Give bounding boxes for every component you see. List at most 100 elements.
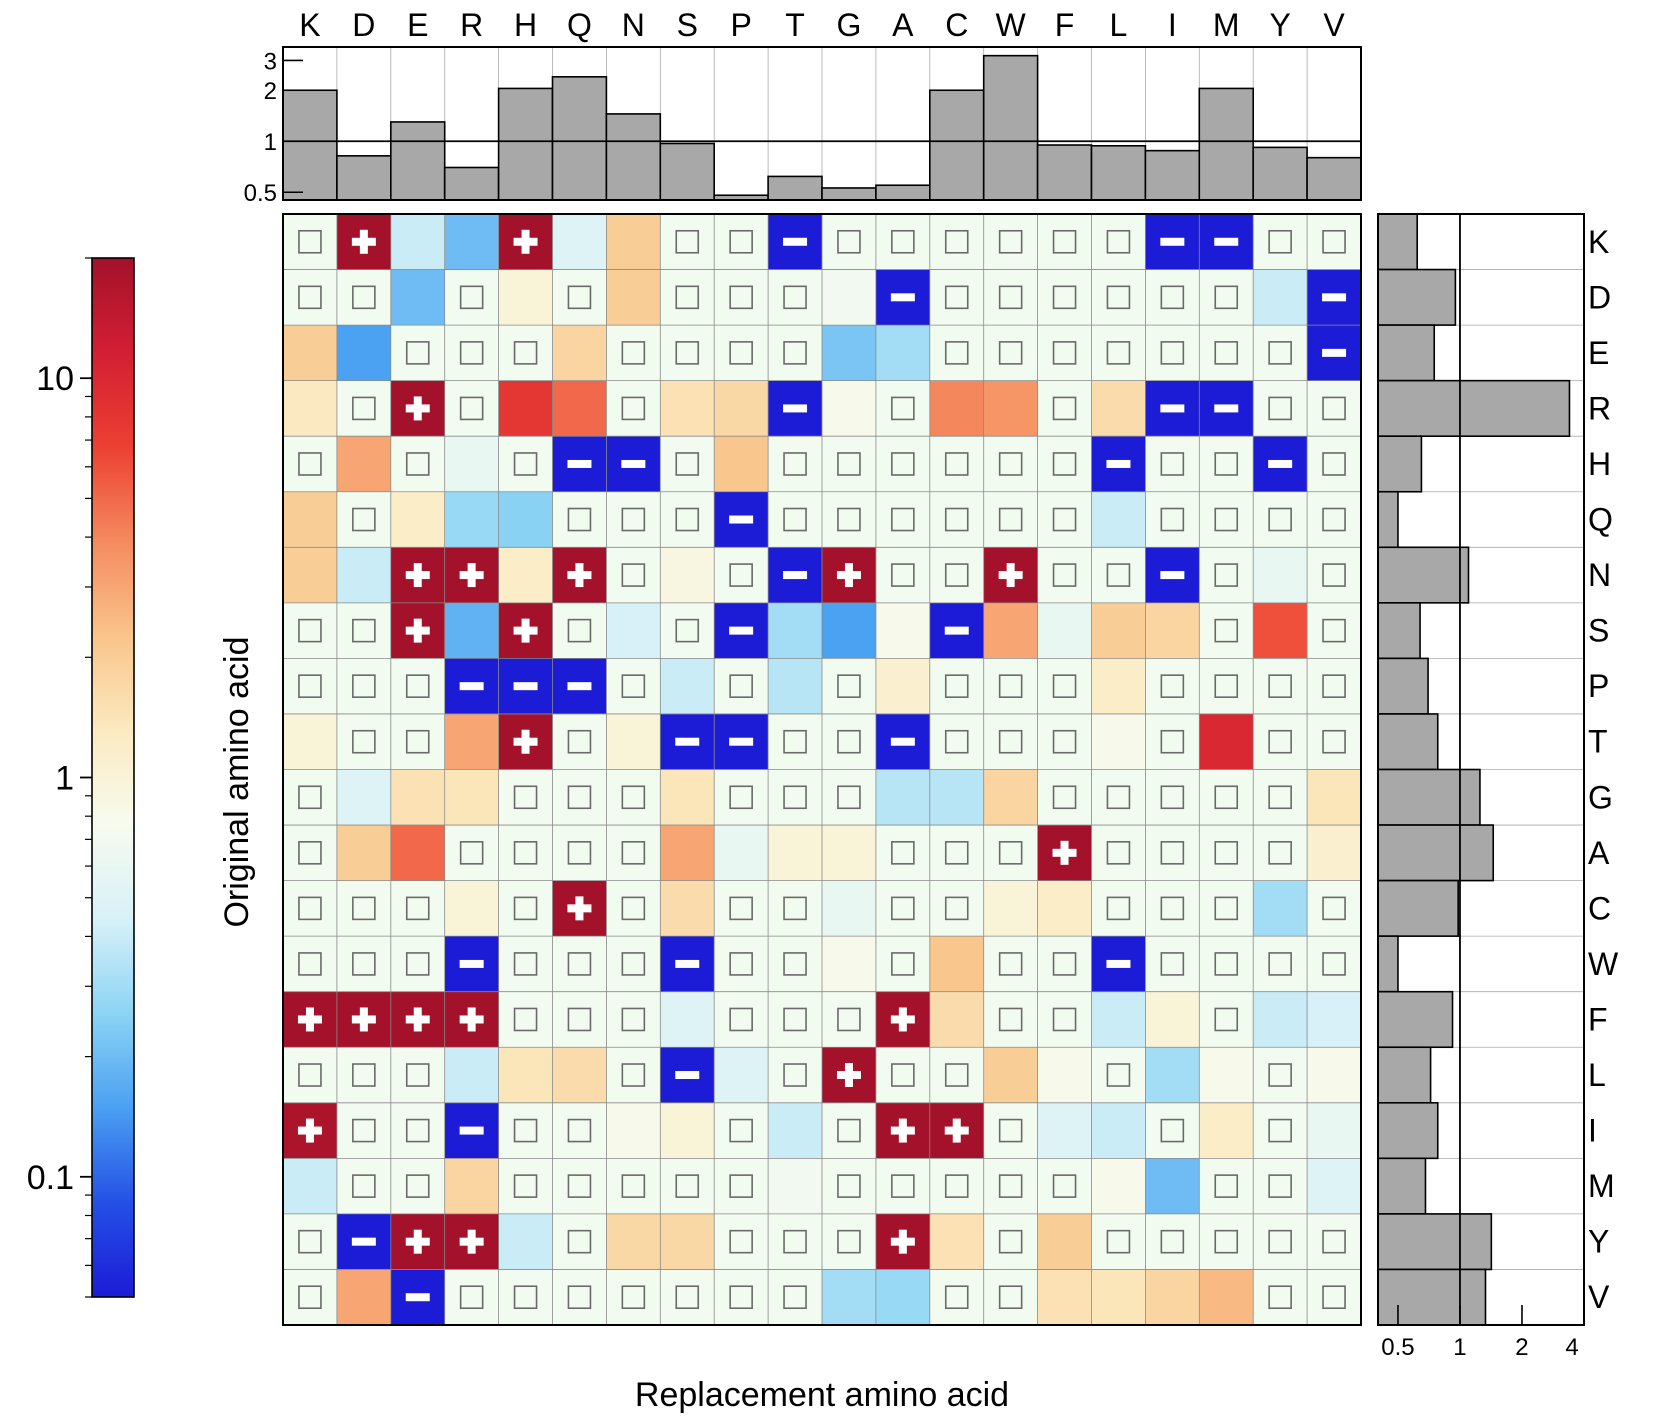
cell-N-M-empty-marker <box>1214 563 1239 587</box>
row-bar-Q <box>1377 490 1399 549</box>
cell-P-V <box>1307 658 1361 714</box>
row-label-Q: Q <box>1588 502 1613 538</box>
cell-V-R-empty-marker <box>459 1285 484 1310</box>
cell-W-R-minus-marker <box>459 959 484 968</box>
column-bar-S <box>659 142 715 201</box>
cell-E-F-empty-marker <box>1052 341 1077 365</box>
colorbar-gradient <box>91 257 135 1298</box>
cell-Q-I <box>1145 491 1200 548</box>
cell-T-R <box>444 713 499 770</box>
cell-M-Q <box>552 1158 607 1214</box>
cell-N-L <box>1091 547 1146 603</box>
cell-T-W-empty-marker <box>998 729 1023 754</box>
cell-Q-Q <box>552 491 607 548</box>
cell-T-Q <box>552 713 607 770</box>
row-bar-Y <box>1377 1213 1493 1271</box>
cell-V-P-empty-marker <box>729 1285 753 1310</box>
cell-R-N <box>606 380 661 437</box>
cell-G-C <box>929 769 984 826</box>
cell-G-H-empty-marker <box>513 785 538 810</box>
cell-I-Q-empty-marker <box>567 1118 592 1143</box>
row-bar-tick-label: 0.5 <box>1381 1334 1414 1361</box>
cell-Y-Q <box>552 1213 607 1270</box>
cell-N-A-empty-marker <box>891 563 915 587</box>
cell-Q-S-empty-marker <box>675 507 700 532</box>
cell-C-A-empty-marker <box>891 896 915 921</box>
cell-L-D <box>336 1047 391 1103</box>
cell-C-G <box>822 880 876 937</box>
cell-T-T-empty-marker <box>783 729 807 754</box>
cell-L-W <box>983 1047 1038 1103</box>
cell-W-M <box>1199 936 1254 992</box>
cell-L-C <box>929 1047 984 1103</box>
column-bar-H <box>497 87 554 201</box>
cell-E-E-empty-marker <box>405 341 430 365</box>
cell-L-D-empty-marker <box>352 1063 376 1087</box>
column-label-A: A <box>892 7 914 43</box>
cell-Y-C <box>929 1213 984 1270</box>
cell-F-M <box>1199 991 1254 1048</box>
cell-T-G-empty-marker <box>837 729 861 754</box>
cell-G-A <box>875 769 930 826</box>
cell-C-N <box>606 880 661 937</box>
cell-I-G <box>822 1102 876 1159</box>
cell-A-H <box>498 825 553 881</box>
row-label-W: W <box>1588 946 1619 982</box>
cell-Q-F-empty-marker <box>1052 507 1077 532</box>
column-label-V: V <box>1323 7 1345 43</box>
cell-Q-I-empty-marker <box>1160 507 1185 532</box>
cell-P-Q-minus-marker <box>567 682 592 691</box>
cell-A-L <box>1091 825 1146 881</box>
cell-W-N-empty-marker <box>621 952 646 976</box>
column-label-G: G <box>837 7 862 43</box>
cell-H-D <box>336 436 391 492</box>
cell-R-D <box>336 380 391 437</box>
cell-A-P <box>714 825 769 881</box>
cell-M-N-empty-marker <box>621 1174 646 1198</box>
cell-D-A-minus-marker <box>890 293 915 302</box>
column-label-R: R <box>460 7 483 43</box>
cell-D-T <box>768 269 822 326</box>
cell-H-G-empty-marker <box>837 452 861 476</box>
cell-D-F <box>1037 269 1092 326</box>
cell-F-T-empty-marker <box>783 1007 807 1032</box>
cell-Y-R-plus-marker-v <box>467 1229 476 1254</box>
column-bar-tick-label: 3 <box>264 48 277 75</box>
cell-H-I-empty-marker <box>1160 452 1185 476</box>
cell-Y-W <box>983 1213 1038 1270</box>
cell-L-C-empty-marker <box>944 1063 969 1087</box>
cell-I-D-empty-marker <box>352 1118 376 1143</box>
column-bar-tick-label: 0.5 <box>244 180 277 207</box>
cell-H-A <box>875 436 930 492</box>
cell-H-K-empty-marker <box>298 452 322 476</box>
cell-F-G <box>822 991 876 1048</box>
cell-D-W-empty-marker <box>998 285 1023 310</box>
column-bar-C <box>928 89 985 201</box>
cell-E-H-empty-marker <box>513 341 538 365</box>
cell-F-H-empty-marker <box>513 1007 538 1032</box>
cell-T-F <box>1037 713 1092 770</box>
row-bar-R <box>1377 379 1571 437</box>
cell-A-Q-empty-marker <box>567 841 592 865</box>
cell-Q-V <box>1307 491 1361 548</box>
cell-V-Y <box>1253 1269 1308 1325</box>
cell-Y-G <box>822 1213 876 1270</box>
cell-M-F <box>1037 1158 1092 1214</box>
cell-L-S-minus-marker <box>675 1071 700 1080</box>
cell-V-N-empty-marker <box>621 1285 646 1310</box>
cell-R-F-empty-marker <box>1052 396 1077 421</box>
cell-I-I <box>1145 1102 1200 1159</box>
cell-P-K-empty-marker <box>298 674 322 698</box>
cell-S-D <box>336 602 391 659</box>
cell-Y-L-empty-marker <box>1106 1229 1131 1254</box>
cell-V-K-empty-marker <box>298 1285 322 1310</box>
cell-G-D <box>336 769 391 826</box>
cell-I-E <box>390 1102 445 1159</box>
column-bar-Y <box>1252 146 1308 201</box>
cell-T-A-minus-marker <box>890 737 915 746</box>
cell-F-Q-empty-marker <box>567 1007 592 1032</box>
cell-A-A <box>875 825 930 881</box>
cell-E-C-empty-marker <box>944 341 969 365</box>
cell-I-N <box>606 1102 661 1159</box>
